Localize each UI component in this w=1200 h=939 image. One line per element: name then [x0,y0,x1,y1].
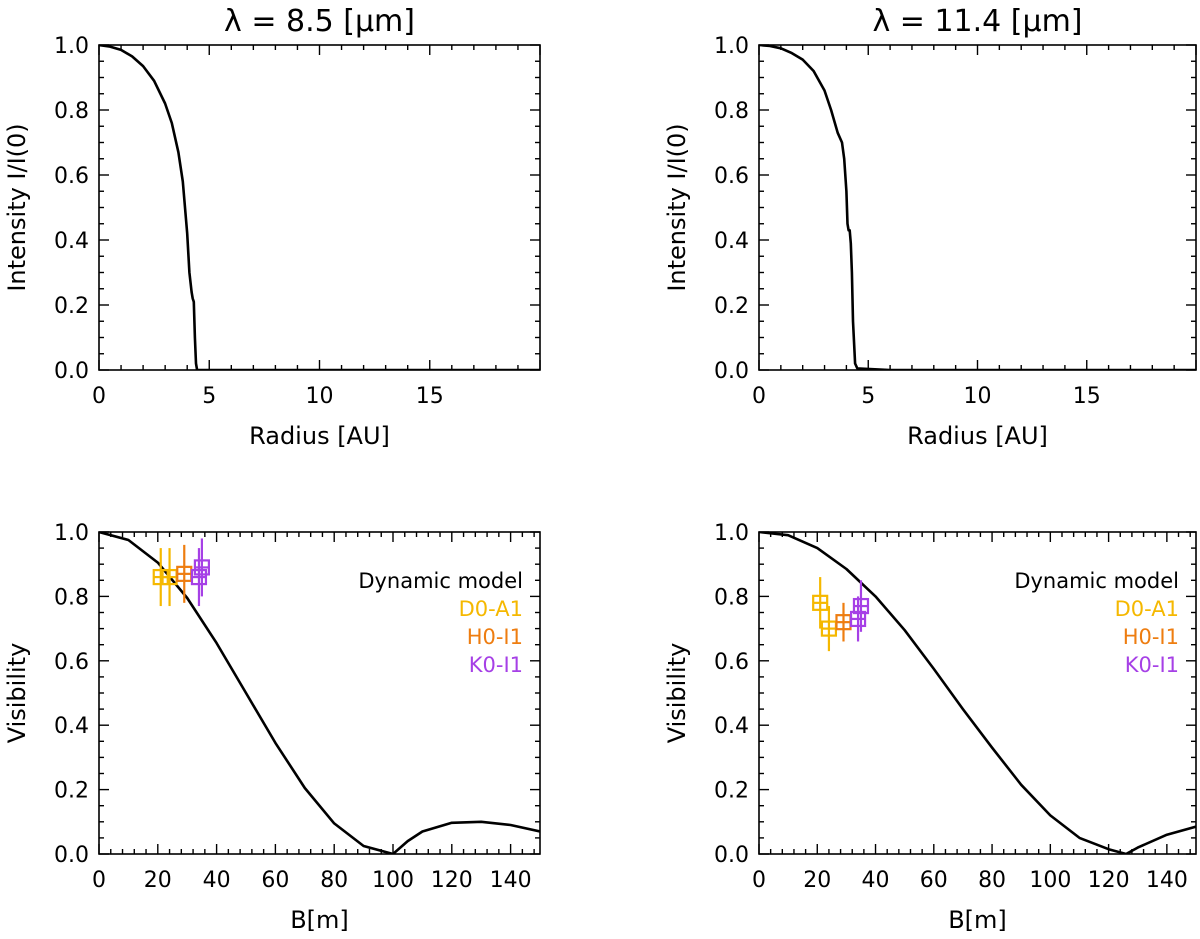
visibility-panel-11-4um: 0 20 40 60 80 100 120 140 0.0 0.2 0.4 0.6 0.8 1.0 B[m]… [663,521,1197,934]
plot-frame [98,44,541,371]
y-tick-label: 0.0 [54,359,89,384]
legend-entry: K0-I1 [1125,653,1179,677]
x-tick-label: 0 [92,868,106,893]
x-tick-label: 20 [144,868,172,893]
x-tick-label: 60 [920,868,948,893]
intensity-panel-11-4um: 0 5 10 15 0.0 0.2 0.4 0.6 0.8 1.0 Radius [AU] Inten… [663,4,1197,450]
data-point [852,580,870,632]
y-tick-label: 0.6 [54,164,89,189]
data-point [812,577,829,629]
chart-title: λ = 8.5 [μm] [224,4,415,39]
x-tick-label: 80 [320,868,348,893]
series-line [99,45,540,370]
x-tick-label: 10 [306,384,334,409]
x-tick-label: 0 [752,868,766,893]
legend-entry: D0-A1 [1115,597,1179,621]
y-tick-label: 0.4 [54,714,89,739]
x-tick-label: 15 [1073,384,1101,409]
x-tick-label: 0 [92,384,106,409]
x-tick-label: 80 [978,868,1006,893]
x-tick-label: 5 [861,384,875,409]
x-tick-label: 40 [203,868,231,893]
data-point [161,548,178,607]
y-tick-label: 0.4 [714,229,749,254]
y-tick-label: 0.6 [714,164,749,189]
legend-entry: H0-I1 [467,625,523,649]
y-tick-label: 1.0 [54,521,89,546]
y-tick-label: 1.0 [714,521,749,546]
legend-title: Dynamic model [1014,569,1179,593]
y-tick-label: 0.6 [714,650,749,675]
y-tick-label: 0.6 [54,650,89,675]
y-tick-label: 0.2 [54,294,89,319]
x-tick-label: 5 [202,384,216,409]
y-tick-label: 1.0 [54,34,89,59]
data-point [849,596,867,642]
legend-entry: K0-I1 [469,653,523,677]
y-tick-label: 0.4 [714,714,749,739]
y-tick-label: 0.0 [54,843,89,868]
y-tick-label: 0.4 [54,229,89,254]
y-axis-label: Intensity I/I(0) [3,123,31,291]
visibility-panel-8-5um: 0 20 40 60 80 100 120 140 0.0 0.2 0.4 0.6 0.8 1.0 B[m]… [3,521,541,934]
data-point [835,602,852,642]
x-tick-label: 140 [1146,868,1188,893]
y-tick-label: 0.8 [714,99,749,124]
x-tick-label: 100 [1029,868,1071,893]
y-tick-label: 0.2 [714,294,749,319]
x-axis-label: Radius [AU] [249,422,390,450]
y-tick-label: 1.0 [714,34,749,59]
x-tick-label: 120 [1088,868,1130,893]
intensity-panel-8-5um: 0 5 10 15 0.0 0.2 0.4 0.6 0.8 1.0 Radius [AU] Inten… [3,4,541,450]
x-tick-label: 120 [431,868,473,893]
y-tick-label: 0.2 [714,779,749,804]
x-tick-label: 10 [964,384,992,409]
y-tick-label: 0.2 [54,779,89,804]
legend-title: Dynamic model [358,569,523,593]
y-tick-label: 0.8 [714,585,749,610]
series-line [759,532,1196,854]
x-axis-label: B[m] [948,906,1007,934]
x-tick-label: 40 [862,868,890,893]
x-tick-label: 0 [752,384,766,409]
legend-entry: H0-I1 [1123,625,1179,649]
y-tick-label: 0.0 [714,359,749,384]
y-tick-label: 0.8 [54,99,89,124]
y-tick-label: 0.0 [714,843,749,868]
chart-title: λ = 11.4 [μm] [872,4,1082,39]
data-point [176,544,193,603]
data-point [193,538,210,597]
series-line [99,532,540,854]
data-point [190,548,208,607]
y-tick-label: 0.8 [54,585,89,610]
x-tick-label: 60 [261,868,289,893]
x-tick-label: 100 [372,868,414,893]
y-axis-label: Visibility [3,643,31,744]
data-point [820,606,838,652]
x-tick-label: 20 [803,868,831,893]
y-axis-label: Visibility [663,643,691,744]
series-line [759,45,1196,370]
y-axis-label: Intensity I/I(0) [663,123,691,291]
x-axis-label: B[m] [290,906,349,934]
x-tick-label: 140 [490,868,532,893]
x-tick-label: 15 [416,384,444,409]
legend-entry: D0-A1 [459,597,523,621]
x-axis-label: Radius [AU] [907,422,1048,450]
